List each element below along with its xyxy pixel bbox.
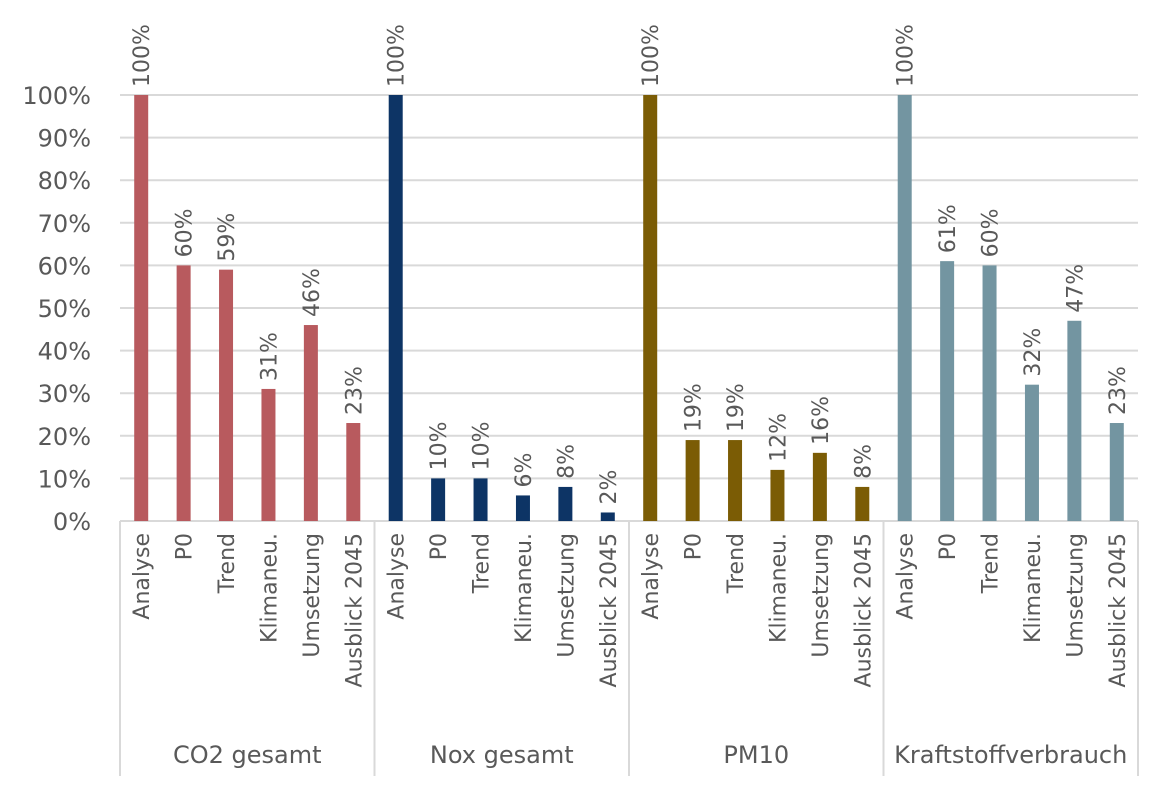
- x-category-label: Analyse: [385, 533, 410, 620]
- x-category-label: Analyse: [130, 533, 155, 620]
- bar: [261, 388, 276, 521]
- data-label: 100%: [639, 24, 664, 87]
- data-labels: 100% 60% 59% 31% 46% 23% 100% 10% 10% 6% 8% 2% 100% 1…: [130, 24, 1131, 504]
- data-label: 10%: [427, 421, 452, 470]
- x-category-label: Ausblick 2045: [851, 533, 876, 687]
- data-label: 6%: [512, 453, 537, 488]
- bar: [515, 495, 530, 521]
- y-tick-label: 0%: [53, 508, 91, 536]
- data-label: 16%: [809, 396, 834, 445]
- x-category-label: Analyse: [639, 533, 664, 620]
- y-tick-label: 20%: [38, 423, 91, 451]
- x-category-label: Klimaneu.: [766, 533, 791, 643]
- data-label: 23%: [1106, 366, 1131, 415]
- y-tick-label: 70%: [38, 210, 91, 238]
- x-category-label: P0: [173, 533, 198, 560]
- y-tick-label: 100%: [22, 82, 91, 110]
- bar: [346, 423, 361, 521]
- x-category-label: Umsetzung: [300, 533, 325, 658]
- y-tick-label: 10%: [38, 465, 91, 493]
- bar: [1067, 320, 1082, 521]
- gridlines: [120, 94, 1138, 522]
- x-category-label: Ausblick 2045: [342, 533, 367, 687]
- x-category-label: Ausblick 2045: [1106, 533, 1131, 687]
- x-group-label: Nox gesamt: [430, 741, 574, 769]
- y-tick-label: 30%: [38, 380, 91, 408]
- bar: [388, 95, 403, 521]
- bar: [558, 486, 573, 521]
- y-tick-label: 60%: [38, 252, 91, 280]
- data-label: 19%: [724, 383, 749, 432]
- bar: [1024, 384, 1039, 521]
- bar: [176, 265, 191, 521]
- bar: [431, 478, 446, 521]
- x-category-label: Umsetzung: [554, 533, 579, 658]
- bar: [643, 95, 658, 521]
- x-category-label: Trend: [724, 533, 749, 594]
- y-tick-label: 50%: [38, 295, 91, 323]
- x-category-label: Trend: [215, 533, 240, 594]
- bars: [134, 95, 1124, 521]
- x-category-label: Trend: [470, 533, 495, 594]
- y-tick-label: 90%: [38, 125, 91, 153]
- x-group-label: CO2 gesamt: [173, 741, 322, 769]
- x-category-label: P0: [936, 533, 961, 560]
- x-category-label: Ausblick 2045: [597, 533, 622, 687]
- data-label: 10%: [470, 421, 495, 470]
- x-category-label: Trend: [979, 533, 1004, 594]
- x-category-label: Klimaneu.: [257, 533, 282, 643]
- data-label: 2%: [597, 470, 622, 505]
- bar: [685, 440, 700, 521]
- bar: [134, 95, 149, 521]
- data-label: 8%: [554, 444, 579, 479]
- data-label: 60%: [173, 208, 198, 257]
- y-tick-label: 80%: [38, 167, 91, 195]
- data-label: 61%: [936, 204, 961, 253]
- bar: [982, 265, 997, 521]
- x-category-label: Umsetzung: [1063, 533, 1088, 658]
- x-category-label: P0: [682, 533, 707, 560]
- bar: [1109, 423, 1124, 521]
- data-label: 60%: [979, 208, 1004, 257]
- x-category-label: Klimaneu.: [1021, 533, 1046, 643]
- x-category-label: Umsetzung: [809, 533, 834, 658]
- bar: [770, 469, 785, 521]
- bar: [219, 269, 234, 521]
- data-label: 59%: [215, 213, 240, 262]
- data-label: 31%: [257, 332, 282, 381]
- data-label: 100%: [894, 24, 919, 87]
- bar: [600, 512, 615, 521]
- bar: [728, 440, 743, 521]
- x-category-label: P0: [427, 533, 452, 560]
- y-tick-label: 40%: [38, 338, 91, 366]
- bar: [855, 486, 870, 521]
- data-label: 47%: [1063, 264, 1088, 313]
- x-group-label: Kraftstoffverbrauch: [894, 741, 1127, 769]
- x-axis: Analyse P0 Trend Klimaneu. Umsetzung Ausblick…: [119, 521, 1139, 776]
- y-axis: 0% 10% 20% 30% 40% 50% 60% 70% 80% 90% 100%: [22, 82, 91, 536]
- data-label: 46%: [300, 268, 325, 317]
- bar: [940, 261, 955, 521]
- data-label: 100%: [130, 24, 155, 87]
- data-label: 32%: [1021, 328, 1046, 377]
- data-label: 12%: [766, 413, 791, 462]
- bar: [303, 325, 318, 521]
- x-category-label: Analyse: [894, 533, 919, 620]
- data-label: 23%: [342, 366, 367, 415]
- bar: [897, 95, 912, 521]
- data-label: 100%: [385, 24, 410, 87]
- bar: [473, 478, 488, 521]
- x-category-label: Klimaneu.: [512, 533, 537, 643]
- bar: [812, 452, 827, 521]
- x-group-label: PM10: [723, 741, 789, 769]
- data-label: 19%: [682, 383, 707, 432]
- data-label: 8%: [851, 444, 876, 479]
